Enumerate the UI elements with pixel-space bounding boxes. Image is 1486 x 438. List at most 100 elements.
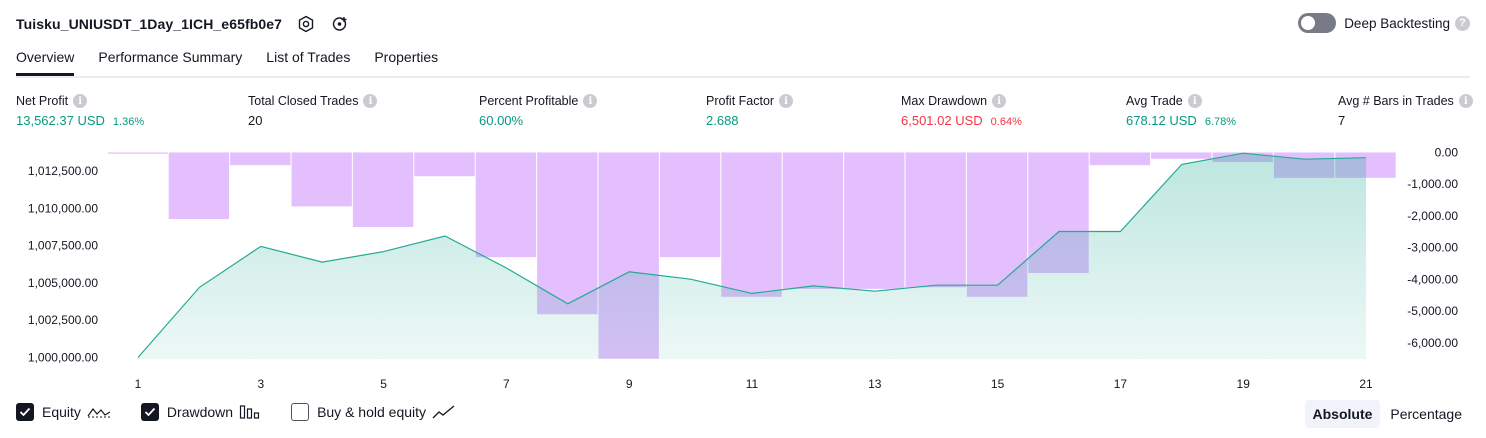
metric-label: Avg # Bars in Trades [1338, 94, 1454, 108]
metric-percent: 0.64% [990, 116, 1022, 128]
x-axis-tick-label: 13 [868, 377, 882, 391]
x-axis-tick-label: 19 [1237, 377, 1251, 391]
checkbox-buy-hold-equity[interactable] [291, 403, 310, 421]
drawdown-bar [844, 152, 905, 289]
metric-value: 678.12 USD [1126, 113, 1197, 128]
metric-percent: 6.78% [1204, 116, 1237, 128]
tab-overview[interactable]: Overview [16, 46, 75, 76]
right-axis-tick-label: -6,000.00 [1407, 336, 1458, 350]
left-axis-tick-label: 1,007,500.00 [28, 239, 98, 253]
equity-area [138, 153, 1366, 359]
legend-label: Equity [42, 404, 81, 420]
metric-net-profit: Net Profit i 13,562.37 USD 1.36% [16, 93, 144, 129]
deep-backtesting-toggle[interactable] [1298, 13, 1337, 33]
checkbox-equity[interactable] [16, 403, 34, 421]
right-axis-tick-label: -4,000.00 [1407, 272, 1458, 286]
equity-line-icon [87, 404, 111, 420]
equity-drawdown-chart: 1,000,000.00 1,002,500.00 1,005,000.00 1,00… [28, 145, 1459, 391]
metric-value: 20 [248, 113, 263, 128]
metric-label: Max Drawdown [901, 94, 988, 108]
left-axis-tick-label: 1,010,000.00 [28, 201, 98, 215]
x-axis-tick-label: 15 [991, 377, 1005, 391]
toggle-knob [1301, 16, 1316, 30]
drawdown-bar [414, 152, 475, 177]
metric-percent: 1.36% [112, 116, 145, 128]
metric-value: 13,562.37 USD [16, 113, 105, 128]
reload-strategy-icon[interactable] [330, 14, 350, 34]
tab-list-of-trades[interactable]: List of Trades [266, 49, 351, 65]
drawdown-bar [352, 152, 414, 228]
metric-avg-bars-in-trades: Avg # Bars in Trades i 7 [1338, 93, 1473, 129]
info-icon[interactable]: i [992, 94, 1007, 108]
metric-label: Avg Trade [1126, 94, 1183, 108]
metric-value: 2.688 [706, 113, 739, 128]
info-icon[interactable]: i [73, 94, 88, 108]
drawdown-bar [905, 152, 966, 288]
metric-value: 7 [1338, 113, 1346, 128]
tab-properties[interactable]: Properties [374, 49, 439, 65]
drawdown-bar [475, 152, 537, 258]
metric-profit-factor: Profit Factor i 2.688 [706, 93, 794, 129]
right-axis-tick-label: 0.00 [1435, 145, 1459, 159]
drawdown-bar [782, 152, 844, 289]
info-icon[interactable]: i [583, 94, 598, 108]
x-axis-tick-label: 3 [257, 377, 264, 391]
buy-hold-line-icon [432, 404, 456, 420]
deep-backtesting-control: Deep Backtesting ? [1298, 13, 1470, 33]
drawdown-bar [291, 152, 352, 207]
x-axis-tick-label: 17 [1114, 377, 1128, 391]
legend-buy-hold-equity[interactable]: Buy & hold equity [291, 403, 456, 421]
drawdown-bar [1089, 152, 1151, 166]
metric-total-closed-trades: Total Closed Trades i 20 [248, 93, 378, 129]
info-icon[interactable]: i [779, 94, 794, 108]
right-axis-tick-label: -3,000.00 [1407, 241, 1458, 255]
metric-max-drawdown: Max Drawdown i 6,501.02 USD 0.64% [901, 93, 1022, 129]
x-axis-tick-label: 1 [135, 377, 142, 391]
drawdown-bar [108, 152, 168, 154]
metric-avg-trade: Avg Trade i 678.12 USD 6.78% [1126, 93, 1236, 129]
equity-line [137, 152, 1367, 358]
x-axis-tick-label: 11 [746, 377, 759, 391]
tab-performance-summary[interactable]: Performance Summary [98, 49, 243, 65]
right-axis-tick-label: -5,000.00 [1407, 304, 1458, 318]
metric-value: 6,501.02 USD [901, 113, 983, 128]
drawdown-bar [1151, 152, 1212, 159]
left-axis-tick-label: 1,000,000.00 [28, 351, 98, 365]
drawdown-bar [659, 152, 721, 258]
help-icon[interactable]: ? [1455, 15, 1470, 31]
drawdown-bar [721, 152, 782, 297]
settings-icon[interactable] [296, 14, 316, 34]
strategy-title: Tuisku_UNIUSDT_1Day_1ICH_e65fb0e7 [16, 16, 283, 32]
drawdown-bars-icon [239, 404, 261, 420]
left-axis-tick-label: 1,012,500.00 [28, 164, 98, 178]
legend-equity[interactable]: Equity [16, 403, 111, 421]
report-tabs: Overview Performance Summary List of Tra… [16, 46, 1470, 78]
left-axis-tick-label: 1,002,500.00 [28, 313, 98, 327]
legend-drawdown[interactable]: Drawdown [140, 403, 261, 421]
drawdown-bar [230, 152, 291, 166]
metric-percent-profitable: Percent Profitable i 60.00% [479, 93, 598, 129]
checkbox-drawdown[interactable] [140, 403, 159, 421]
metric-label: Net Profit [16, 94, 69, 108]
scale-mode-switch: Absolute Percentage [1303, 400, 1471, 428]
info-icon[interactable]: i [1458, 94, 1473, 108]
metric-value: 60.00% [479, 113, 524, 128]
absolute-button[interactable]: Absolute [1304, 400, 1381, 428]
right-axis-tick-label: -1,000.00 [1407, 177, 1458, 191]
info-icon[interactable]: i [1187, 94, 1202, 108]
metric-label: Profit Factor [706, 94, 775, 108]
info-icon[interactable]: i [363, 94, 378, 108]
left-axis-tick-label: 1,005,000.00 [28, 276, 98, 290]
x-axis-tick-label: 9 [626, 377, 633, 391]
chart-legend: Equity Drawdown Buy & hold equity [16, 403, 486, 421]
legend-label: Drawdown [166, 404, 234, 420]
drawdown-bar [537, 152, 598, 315]
x-axis-tick-label: 21 [1359, 377, 1373, 391]
legend-label: Buy & hold equity [317, 404, 427, 420]
x-axis-tick-label: 5 [380, 377, 387, 391]
metric-label: Percent Profitable [479, 94, 579, 108]
x-axis-tick-label: 7 [503, 377, 510, 391]
metric-label: Total Closed Trades [248, 94, 359, 108]
deep-backtesting-label: Deep Backtesting [1344, 15, 1450, 31]
percentage-button[interactable]: Percentage [1390, 406, 1462, 422]
